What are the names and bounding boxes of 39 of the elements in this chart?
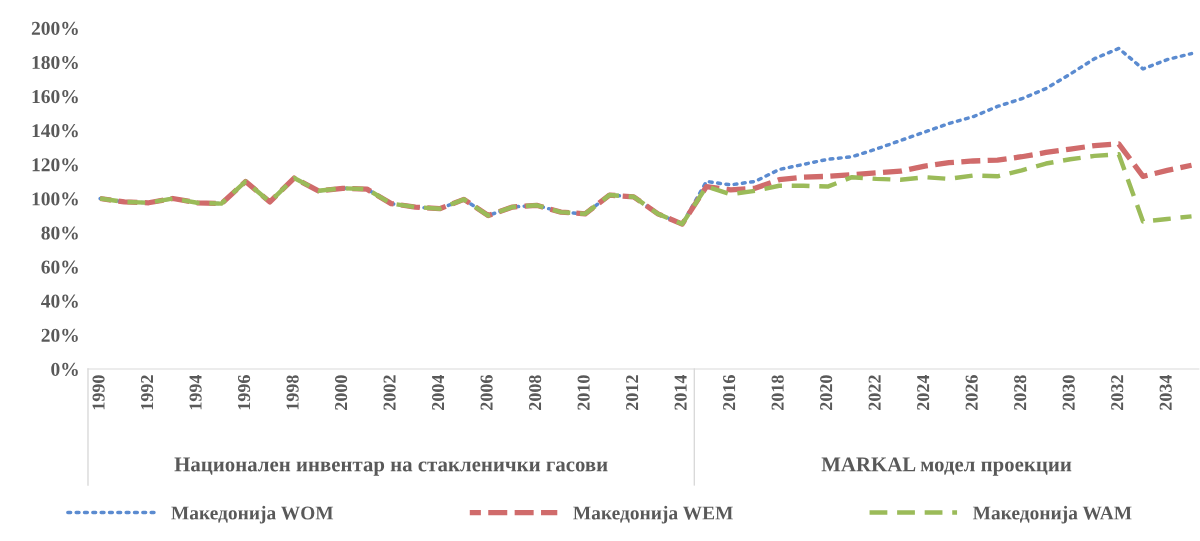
text: MARKAL модел проекции xyxy=(821,457,1072,476)
y-tick-label: 180% xyxy=(32,55,78,70)
y-tick-label: 120% xyxy=(32,158,78,172)
x-tick-label: 2004 xyxy=(432,374,445,410)
x-tick-label: 1994 xyxy=(189,374,202,410)
x-tick-label: 2018 xyxy=(771,375,784,410)
x-tick-label: 2000 xyxy=(334,375,348,410)
y-tick-label: 100% xyxy=(32,192,78,206)
x-tick-label: 2020 xyxy=(820,375,833,410)
x-tick-label: 1992 xyxy=(141,375,154,410)
x-tick-label: 2008 xyxy=(529,375,542,410)
y-tick-label: 20% xyxy=(41,328,78,342)
x-tick-label: 2014 xyxy=(674,374,687,410)
x-tick-label: 2024 xyxy=(917,374,930,410)
text: Национален инвентар на стакленички гасови xyxy=(174,457,608,476)
y-tick-label: 0% xyxy=(51,362,78,376)
x-tick-label: 2028 xyxy=(1014,375,1027,410)
x-tick-label: 2030 xyxy=(1062,375,1075,410)
x-tick-label: 2016 xyxy=(723,375,736,410)
y-tick-label: 40% xyxy=(41,294,78,308)
x-tick-label: 2006 xyxy=(480,375,493,410)
x-tick-label: 2022 xyxy=(868,375,881,410)
x-tick-label: 2026 xyxy=(965,375,978,410)
x-tick-label: 2010 xyxy=(577,375,590,410)
legend-label: Македонија WAM xyxy=(972,505,1132,524)
legend-label: Македонија WOM xyxy=(171,505,334,524)
y-tick-label: 60% xyxy=(41,260,78,274)
y-tick-label: 140% xyxy=(32,124,78,138)
x-tick-label: 2012 xyxy=(626,375,639,410)
y-tick-label: 160% xyxy=(32,90,78,104)
x-tick-label: 1998 xyxy=(286,375,299,410)
x-tick-label: 2032 xyxy=(1111,375,1124,410)
legend-label: Македонија WEM xyxy=(573,505,733,524)
y-tick-label: 80% xyxy=(41,226,78,240)
x-tick-label: 1996 xyxy=(238,375,251,410)
y-tick-label: 200% xyxy=(31,21,78,35)
x-tick-label: 1990 xyxy=(92,375,105,410)
x-tick-label: 2002 xyxy=(383,375,396,410)
x-tick-label: 2034 xyxy=(1159,374,1172,410)
